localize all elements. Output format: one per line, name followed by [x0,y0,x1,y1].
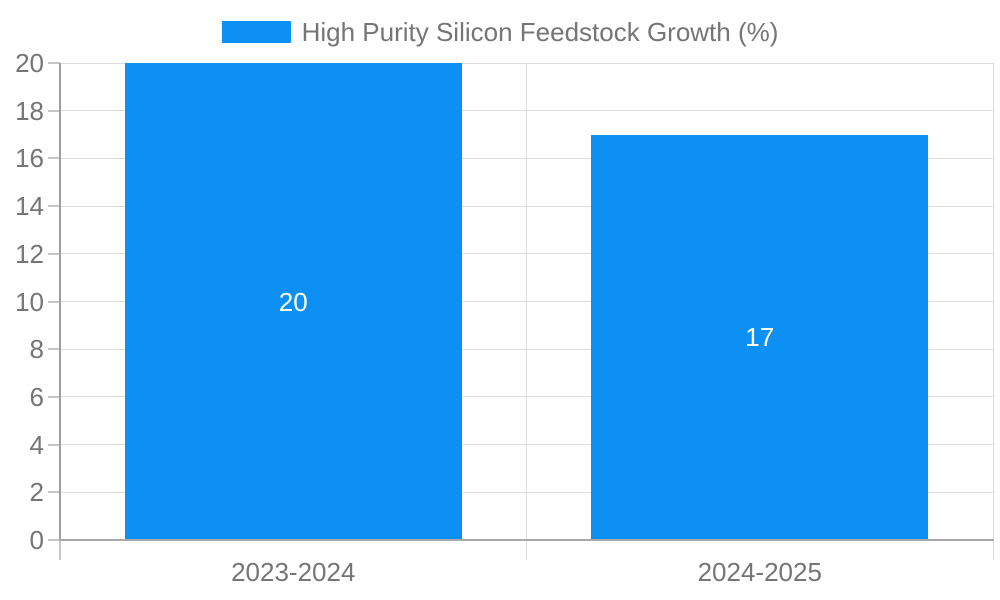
y-tick [48,395,60,398]
y-tick-label: 10 [15,286,44,317]
y-tick [48,109,60,112]
x-tick [59,540,61,560]
y-tick [48,205,60,208]
legend-label: High Purity Silicon Feedstock Growth (%) [301,17,779,47]
v-gridline [526,63,527,540]
y-tick [48,252,60,255]
x-axis-line [59,539,994,541]
v-gridline [992,63,994,540]
bar[interactable]: 20 [124,63,462,540]
y-tick-label: 2 [29,477,44,508]
y-tick [48,539,60,541]
y-tick-label: 18 [15,95,44,126]
bar[interactable]: 17 [591,134,929,540]
y-tick-label: 8 [29,334,44,365]
y-tick [48,348,60,351]
y-tick-label: 20 [15,48,44,78]
y-tick [48,443,60,446]
y-tick [48,300,60,303]
y-tick-label: 6 [29,381,44,412]
x-tick [526,540,527,560]
x-tick [992,540,994,560]
chart-legend[interactable]: High Purity Silicon Feedstock Growth (%) [0,17,1000,47]
legend-swatch [221,21,291,43]
y-tick [48,491,60,494]
y-axis-line [59,63,61,541]
bar-value-label: 20 [278,286,308,317]
y-tick-label: 16 [15,143,44,174]
bar-value-label: 17 [745,322,775,353]
y-tick-label: 4 [29,429,44,460]
y-tick [48,62,60,64]
x-tick-label: 2023-2024 [231,557,356,587]
x-tick-label: 2024-2025 [697,557,822,587]
y-tick-label: 12 [15,238,44,269]
y-tick-label: 0 [29,525,44,555]
y-tick [48,157,60,160]
y-tick-label: 14 [15,191,44,222]
